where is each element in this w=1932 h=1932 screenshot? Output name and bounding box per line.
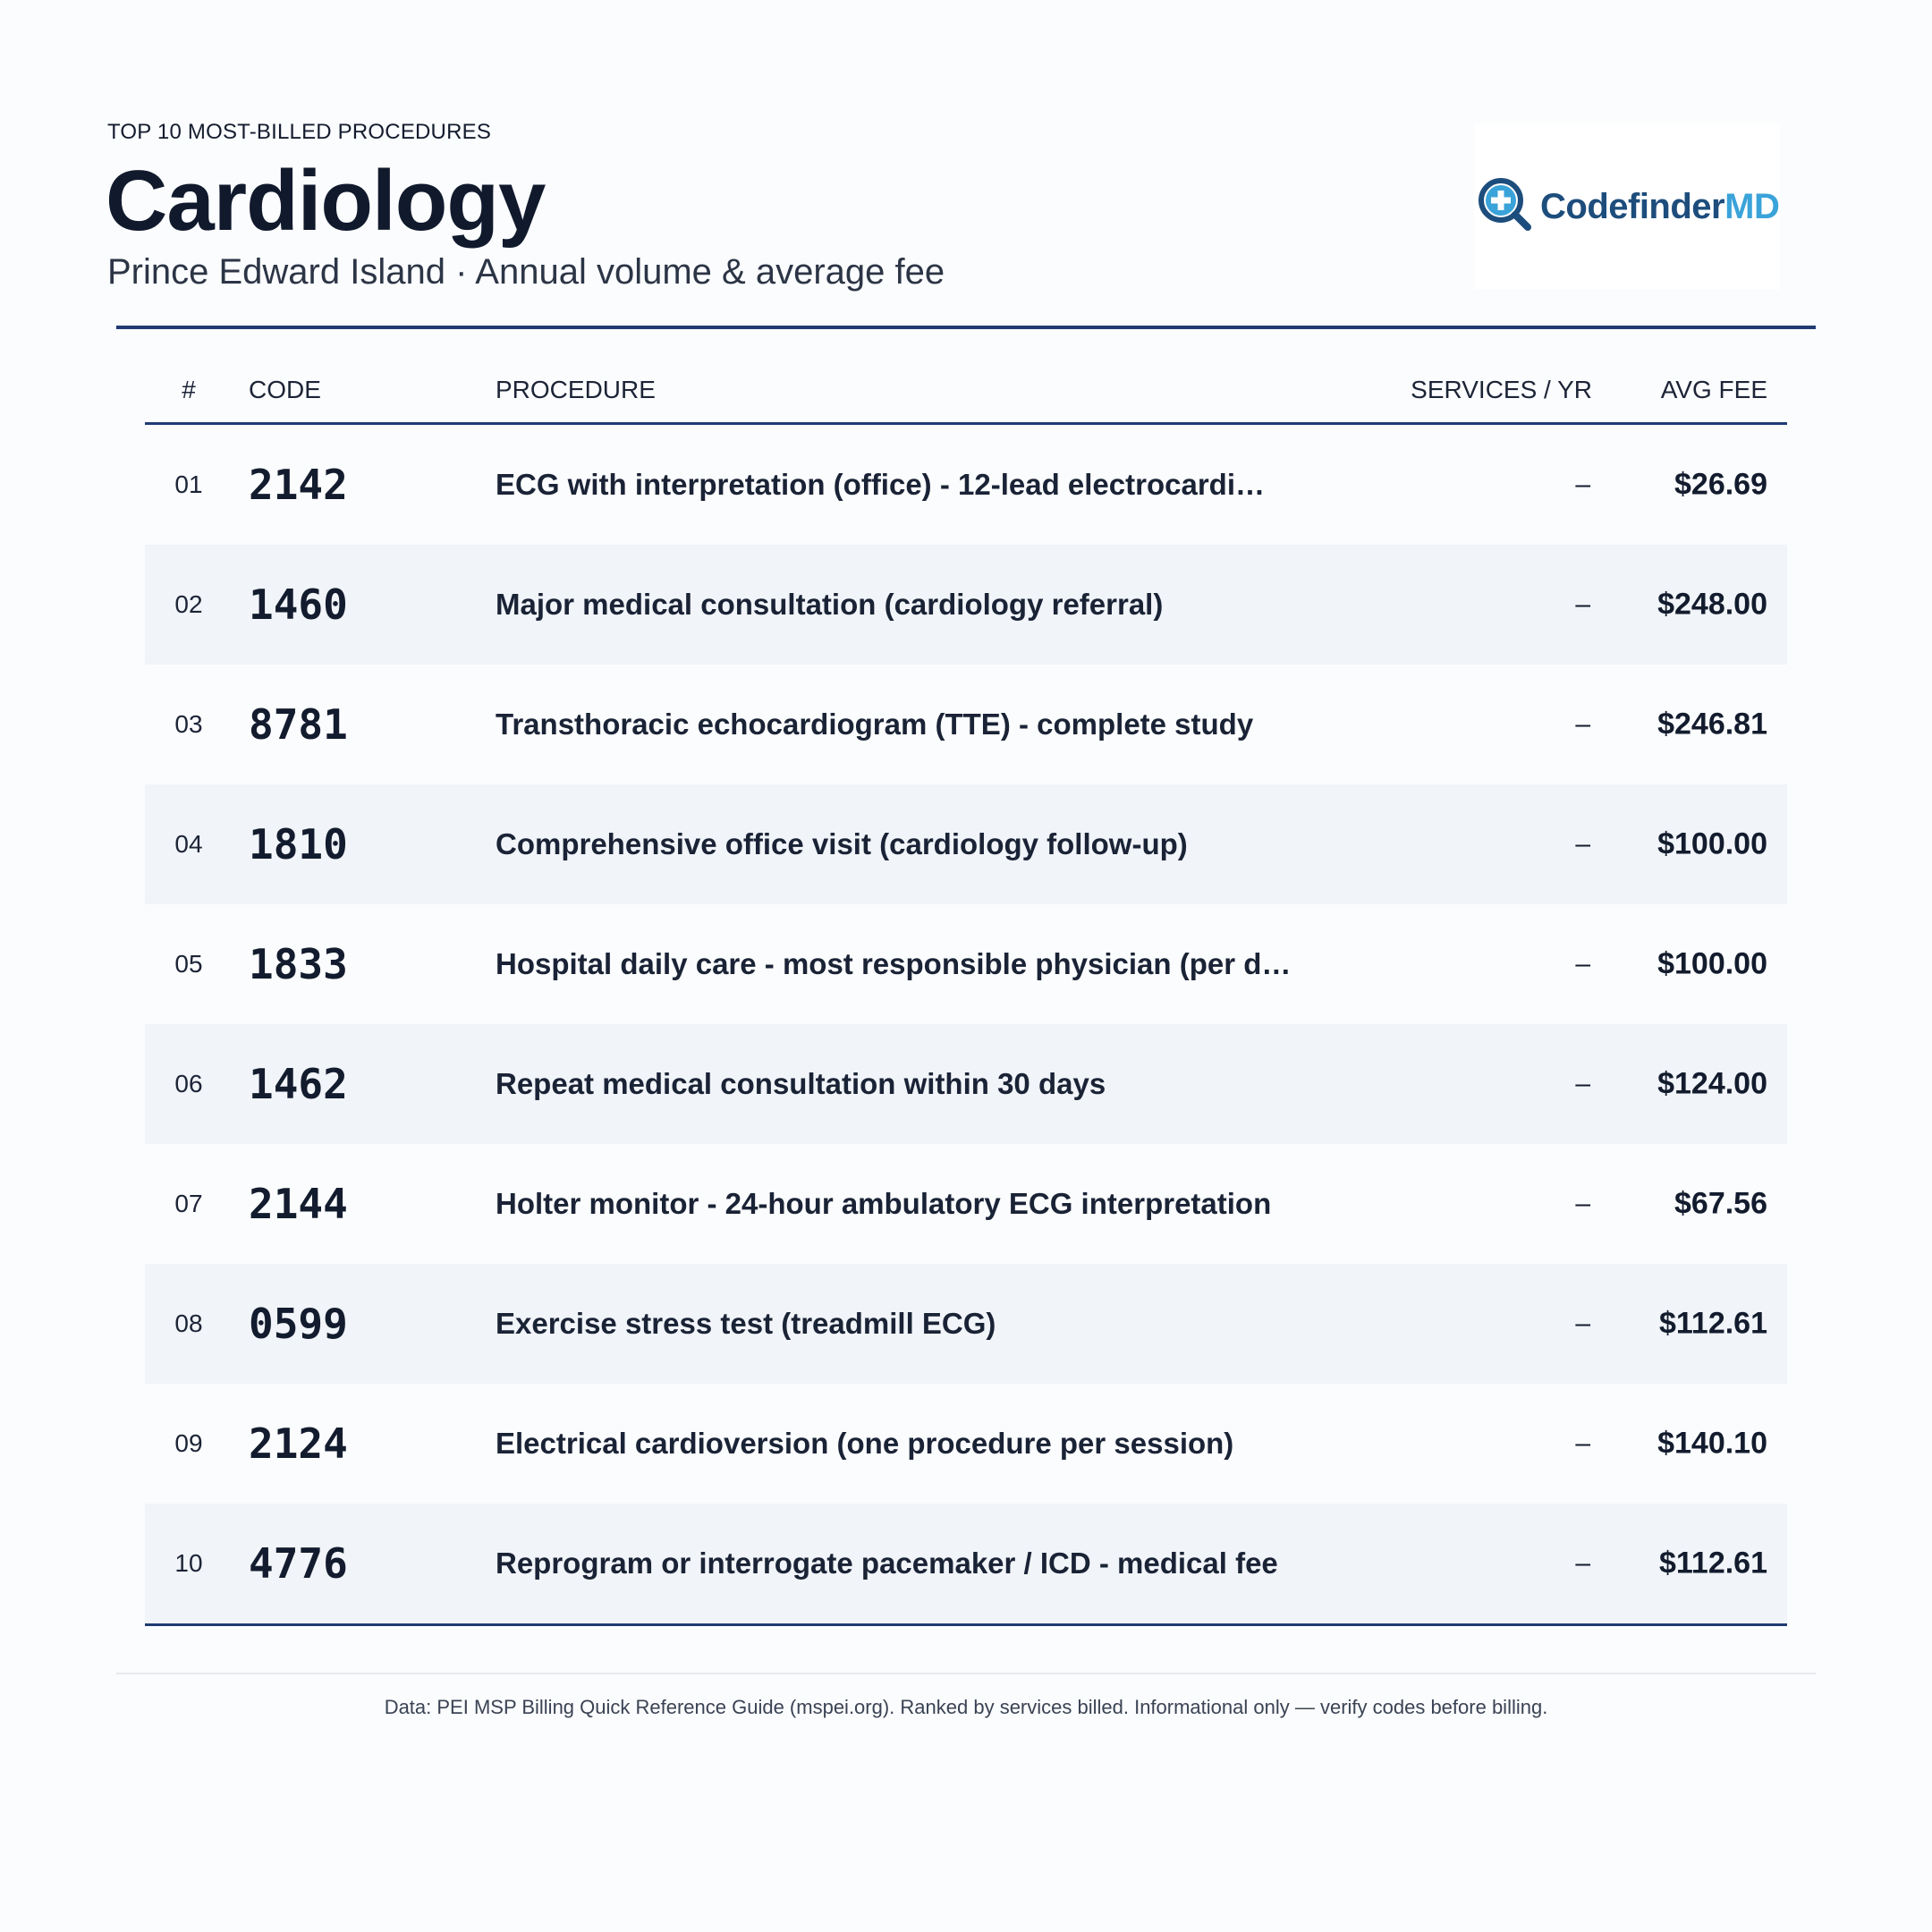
row-code: 4776 <box>249 1539 348 1588</box>
row-code: 1460 <box>249 580 348 629</box>
table-row: 04 1810 Comprehensive office visit (card… <box>145 784 1787 904</box>
row-rank: 06 <box>174 1070 203 1097</box>
page-subtitle: Prince Edward Island · Annual volume & a… <box>107 252 945 292</box>
logo-wordmark-codefinder: Codefinder <box>1540 186 1725 226</box>
procedures-table: # CODE PROCEDURE SERVICES / YR AVG FEE 0… <box>145 358 1787 1626</box>
table-bottom-divider <box>145 1623 1787 1626</box>
row-fee: $67.56 <box>1674 1186 1767 1221</box>
magnifier-plus-icon <box>1479 178 1531 231</box>
row-rank: 04 <box>174 830 203 858</box>
row-fee: $246.81 <box>1657 707 1767 741</box>
table-row: 07 2144 Holter monitor - 24-hour ambulat… <box>145 1144 1787 1264</box>
source-footnote: Data: PEI MSP Billing Quick Reference Gu… <box>384 1696 1548 1718</box>
table-row: 03 8781 Transthoracic echocardiogram (TT… <box>145 665 1787 784</box>
row-procedure: Exercise stress test (treadmill ECG) <box>496 1307 996 1340</box>
row-rank: 08 <box>174 1309 203 1337</box>
row-services: – <box>1575 1189 1590 1218</box>
row-services: – <box>1575 709 1590 739</box>
row-procedure: Comprehensive office visit (cardiology f… <box>496 827 1188 860</box>
row-code: 2144 <box>249 1180 348 1228</box>
row-rank: 05 <box>174 950 203 978</box>
row-services: – <box>1575 1548 1590 1578</box>
eyebrow-label: TOP 10 MOST-BILLED PROCEDURES <box>107 120 492 144</box>
row-rank: 03 <box>174 710 203 738</box>
row-rank: 07 <box>174 1190 203 1217</box>
table-row: 06 1462 Repeat medical consultation with… <box>145 1024 1787 1144</box>
row-fee: $124.00 <box>1657 1066 1767 1101</box>
row-rank: 01 <box>174 470 203 498</box>
row-code: 1833 <box>249 940 348 988</box>
row-code: 1810 <box>249 820 348 869</box>
row-procedure: ECG with interpretation (office) - 12-le… <box>496 468 1265 501</box>
row-fee: $248.00 <box>1657 587 1767 622</box>
table-row: 08 0599 Exercise stress test (treadmill … <box>145 1264 1787 1384</box>
column-header-code: CODE <box>249 376 321 403</box>
row-rank: 10 <box>174 1549 203 1577</box>
row-services: – <box>1575 1069 1590 1098</box>
row-procedure: Repeat medical consultation within 30 da… <box>496 1067 1106 1100</box>
column-header-fee: AVG FEE <box>1660 376 1767 403</box>
table-row: 05 1833 Hospital daily care - most respo… <box>145 904 1787 1024</box>
row-code: 2142 <box>249 461 348 509</box>
header-divider <box>116 326 1816 329</box>
table-row: 09 2124 Electrical cardioversion (one pr… <box>145 1384 1787 1504</box>
row-fee: $112.61 <box>1658 1306 1767 1341</box>
row-rank: 02 <box>174 590 203 618</box>
row-procedure: Major medical consultation (cardiology r… <box>496 588 1164 621</box>
footer-divider <box>116 1673 1816 1674</box>
row-fee: $112.61 <box>1658 1546 1767 1580</box>
table-row: 10 4776 Reprogram or interrogate pacemak… <box>145 1504 1787 1623</box>
row-code: 0599 <box>249 1300 348 1348</box>
row-fee: $140.10 <box>1657 1426 1767 1461</box>
row-services: – <box>1575 589 1590 619</box>
row-code: 2124 <box>249 1419 348 1468</box>
row-services: – <box>1575 949 1590 979</box>
row-fee: $100.00 <box>1657 946 1767 981</box>
table-row: 02 1460 Major medical consultation (card… <box>145 545 1787 665</box>
row-procedure: Transthoracic echocardiogram (TTE) - com… <box>496 708 1254 741</box>
row-procedure: Holter monitor - 24-hour ambulatory ECG … <box>496 1187 1272 1220</box>
row-services: – <box>1575 1428 1590 1458</box>
column-header-procedure: PROCEDURE <box>496 376 656 403</box>
row-code: 8781 <box>249 700 348 749</box>
row-services: – <box>1575 829 1590 859</box>
row-services: – <box>1575 1309 1590 1338</box>
logo-wordmark-md: MD <box>1724 186 1780 226</box>
row-services: – <box>1575 470 1590 499</box>
table-row: 01 2142 ECG with interpretation (office)… <box>145 425 1787 545</box>
logo-wordmark: CodefinderMD <box>1540 186 1780 227</box>
row-fee: $100.00 <box>1657 826 1767 861</box>
page-title: Cardiology <box>106 153 546 249</box>
table-header: # CODE PROCEDURE SERVICES / YR AVG FEE <box>145 358 1787 425</box>
row-procedure: Electrical cardioversion (one procedure … <box>496 1427 1234 1460</box>
row-rank: 09 <box>174 1429 203 1457</box>
row-fee: $26.69 <box>1674 467 1767 502</box>
column-header-rank: # <box>182 376 196 403</box>
row-code: 1462 <box>249 1060 348 1108</box>
codefindermd-logo: CodefinderMD <box>1474 123 1780 290</box>
row-procedure: Reprogram or interrogate pacemaker / ICD… <box>496 1546 1278 1580</box>
column-header-services: SERVICES / YR <box>1411 376 1592 403</box>
row-procedure: Hospital daily care - most responsible p… <box>496 947 1292 980</box>
